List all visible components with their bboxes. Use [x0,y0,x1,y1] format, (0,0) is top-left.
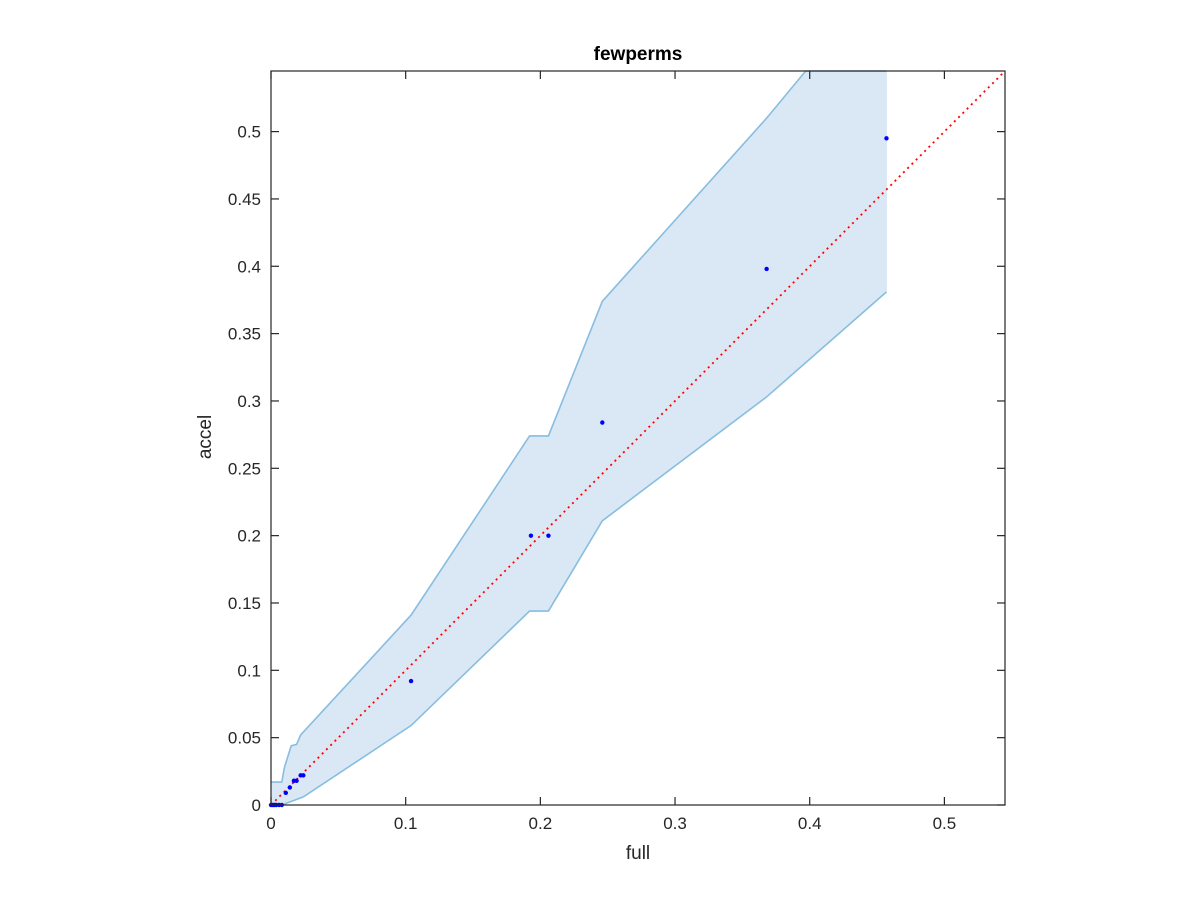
y-tick-label: 0.3 [237,392,261,411]
data-point [301,773,306,778]
x-axis-label: full [626,843,650,864]
y-tick-label: 0.35 [228,325,261,344]
y-tick-label: 0.5 [237,123,261,142]
data-point [600,420,605,425]
reference-line-layer [270,70,1006,806]
band-layer [271,70,888,806]
data-point [884,136,889,141]
band-upper-edge [271,70,887,783]
data-point [764,266,769,272]
band-lower-edge [271,291,888,806]
y-tick-label: 0.25 [228,459,261,478]
y-tick-label: 0 [252,796,261,815]
y-tick-label: 0.15 [228,594,261,613]
reference-line [270,70,1006,806]
y-tick-label: 0.4 [237,257,261,276]
chart-title: fewperms [594,44,683,65]
x-tick-label: 0 [266,814,275,833]
data-point [283,790,289,796]
data-point [408,678,414,684]
data-point [546,533,551,538]
y-tick-label: 0.2 [237,527,261,546]
data-point [287,785,293,790]
tick-labels-layer: 0 0.1 0.2 0.3 0.4 0.5 0 0.05 0.1 0.15 0.2 0.25 0.3 0.… [228,123,956,833]
x-tick-label: 0.1 [394,814,418,833]
data-point [294,778,299,783]
y-tick-label: 0.05 [228,729,261,748]
axes-layer [270,70,1006,806]
x-tick-label: 0.4 [798,814,822,833]
x-tick-label: 0.5 [933,814,957,833]
x-tick-label: 0.3 [663,814,687,833]
y-tick-label: 0.45 [228,190,261,209]
y-tick-label: 0.1 [237,661,261,680]
confidence-band [271,71,887,805]
y-axis-label: accel [195,415,216,459]
axes-box [270,70,1006,806]
data-point [528,533,534,538]
x-tick-label: 0.2 [529,814,553,833]
